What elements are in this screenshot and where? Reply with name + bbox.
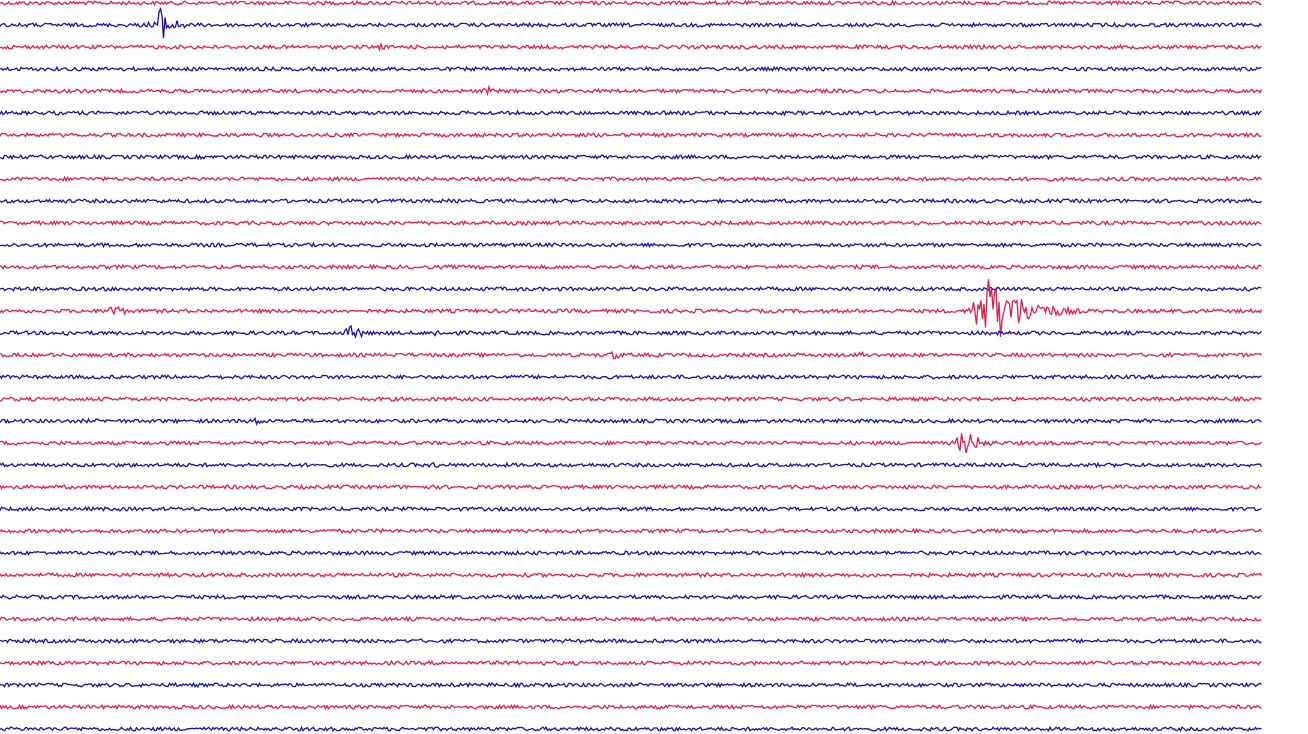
trace [0,65,1262,73]
trace [0,483,1262,491]
trace [0,681,1262,689]
trace [0,285,1262,293]
trace [0,41,1262,53]
trace [0,549,1262,557]
trace [0,350,1262,360]
trace [0,241,1262,249]
trace [0,615,1262,623]
trace [0,197,1262,205]
trace [0,324,1262,339]
trace [0,263,1262,271]
trace [0,461,1263,469]
trace [0,703,1262,711]
trace [0,659,1262,667]
trace [0,109,1262,117]
trace [0,153,1262,161]
trace [0,131,1262,139]
trace [0,571,1263,579]
trace [0,725,1262,733]
trace [0,416,1262,426]
trace [0,373,1262,381]
trace [0,6,1262,39]
trace [0,0,1262,7]
trace [0,279,1263,337]
trace [0,395,1262,403]
trace [0,637,1262,645]
trace [0,433,1262,453]
trace [0,505,1262,513]
trace [0,527,1263,535]
trace [0,84,1263,97]
trace [0,219,1262,227]
trace [0,175,1262,183]
trace [0,593,1262,601]
